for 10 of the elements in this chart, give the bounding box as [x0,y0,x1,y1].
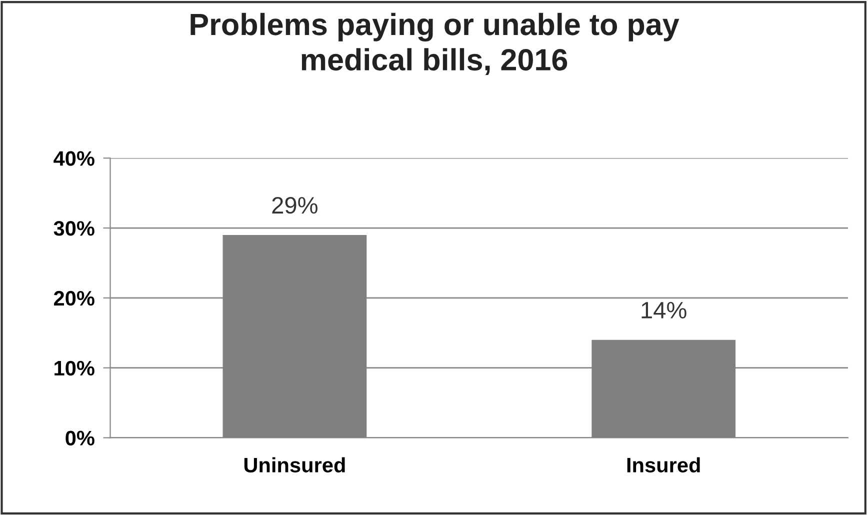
y-tick-label: 10% [54,360,94,376]
y-tick-label: 20% [54,290,94,306]
y-tick-label: 40% [54,151,94,166]
x-tick-label: Insured [627,457,700,472]
y-tick-label: 30% [54,221,94,236]
chart-title: Problems paying or unable to pay medical bills, 2016 [190,12,680,76]
data-label: 29% [272,196,318,214]
data-label: 14% [642,302,686,318]
x-tick-label: Uninsured [244,457,345,472]
y-tick-label: 0% [66,430,94,446]
